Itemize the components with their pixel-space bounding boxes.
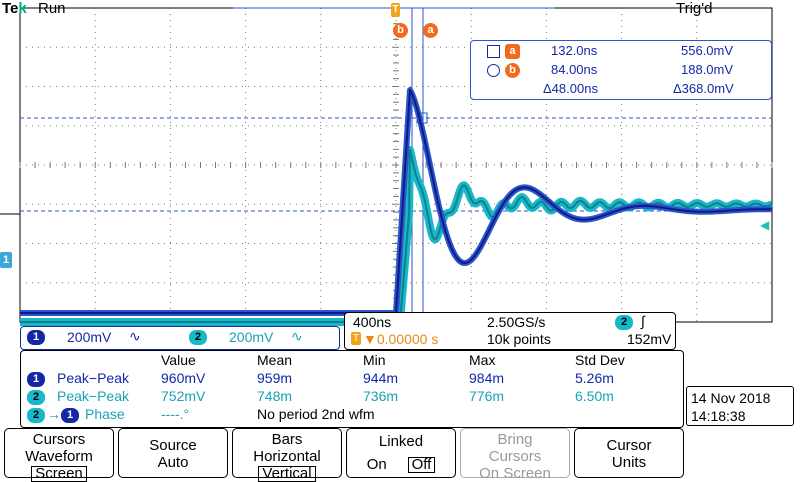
channel-1-coupling-icon: ∿ <box>129 328 141 344</box>
source-auto-button[interactable]: Source Auto <box>118 428 228 478</box>
trigger-position-marker[interactable]: T <box>391 3 400 17</box>
menu-label: Waveform <box>25 448 93 465</box>
channel-1-badge[interactable]: 1 <box>27 330 45 345</box>
menu-label: Units <box>611 454 647 471</box>
menu-label: Linked <box>378 433 424 450</box>
cursor-readout: a 132.0ns 556.0mV b 84.00ns 188.0mV Δ48.… <box>470 40 772 100</box>
linked-off-label: Off <box>407 457 436 473</box>
menu-label: Bars <box>271 431 303 448</box>
linked-toggle-button[interactable]: Linked On Off <box>346 428 456 478</box>
cursor-a-square-icon <box>487 45 500 58</box>
rising-edge-icon: ∫ <box>641 313 645 329</box>
col-header-min: Min <box>363 352 386 368</box>
cursor-b-badge: b <box>505 63 520 78</box>
row-2-std-dev: 6.50m <box>575 388 614 404</box>
channel-2-coupling-icon: ∿ <box>291 328 303 344</box>
cursor-units-button[interactable]: Cursor Units <box>574 428 684 478</box>
cursor-delta-volts: Δ368.0mV <box>673 81 734 96</box>
trigger-level[interactable]: 152mV <box>627 331 672 347</box>
channel-2-scale[interactable]: 200mV <box>229 329 274 345</box>
menu-label: Cursors <box>488 448 542 465</box>
time-text: 14:18:38 <box>691 408 746 424</box>
channel-2-badge[interactable]: 2 <box>189 330 207 345</box>
row-2-max: 776m <box>469 388 505 404</box>
row-1-channel-badge: 1 <box>27 372 45 387</box>
row-2-value: 752mV <box>161 388 206 404</box>
row-2-name: Peak−Peak <box>57 388 129 404</box>
linked-on-label: On <box>366 456 387 473</box>
menu-label: Cursors <box>32 431 86 448</box>
menu-label: Source <box>149 437 197 454</box>
date-time: 14 Nov 2018 14:18:38 <box>686 386 794 426</box>
cursor-a-time: 132.0ns <box>551 43 598 58</box>
phase-arrow-icon: → <box>47 406 61 422</box>
row-2-min: 736m <box>363 388 399 404</box>
sample-rate: 2.50GS/s <box>487 314 546 330</box>
phase-from-badge: 2 <box>27 408 45 423</box>
cursor-b-volts: 188.0mV <box>681 62 734 77</box>
acquisition-state: Run <box>38 0 66 17</box>
phase-value: ----.° <box>161 406 190 422</box>
brand-logo: Tek <box>2 0 27 17</box>
phase-to-badge: 1 <box>61 408 79 423</box>
row-1-name: Peak−Peak <box>57 370 129 386</box>
menu-label: Bring <box>497 431 533 448</box>
bring-cursors-on-screen-button[interactable]: Bring Cursors On Screen <box>460 428 570 482</box>
cursors-waveform-button[interactable]: Cursors Waveform Screen <box>4 428 114 482</box>
col-header-value: Value <box>161 352 196 368</box>
menu-label: Horizontal <box>253 448 321 465</box>
trigger-source-badge: 2 <box>615 315 633 330</box>
row-2-channel-badge: 2 <box>27 390 45 405</box>
horizontal-scale[interactable]: 400ns <box>353 314 392 330</box>
menu-label: On Screen <box>479 465 551 482</box>
channel-1-scale[interactable]: 200mV <box>67 329 112 345</box>
row-1-mean: 959m <box>257 370 293 386</box>
phase-note: No period 2nd wfm <box>257 406 375 422</box>
cursor-a-marker[interactable]: a <box>423 23 438 38</box>
measurement-table: Value Mean Min Max Std Dev 1 Peak−Peak 9… <box>20 350 684 428</box>
col-header-std-dev: Std Dev <box>575 352 625 368</box>
menu-label: Auto <box>157 454 189 471</box>
trigger-delay-icon: T <box>351 332 361 345</box>
cursor-b-circle-icon <box>487 64 500 77</box>
row-1-min: 944m <box>363 370 399 386</box>
row-2-mean: 748m <box>257 388 293 404</box>
trigger-status: Trig'd <box>676 0 713 17</box>
timebase-readout[interactable]: 400ns 2.50GS/s 2 ∫ T ▼0.00000 s 10k poin… <box>344 312 676 350</box>
row-1-max: 984m <box>469 370 505 386</box>
phase-name: Phase <box>85 406 125 422</box>
date-text: 14 Nov 2018 <box>691 390 771 406</box>
record-length: 10k points <box>487 331 551 347</box>
cursor-delta-time: Δ48.00ns <box>543 81 598 96</box>
menu-label: Cursor <box>606 437 652 454</box>
channel-1-ground-marker[interactable]: 1 <box>0 252 12 268</box>
trigger-position[interactable]: ▼0.00000 s <box>363 331 439 347</box>
trigger-level-arrow-icon: ◀ <box>760 218 770 232</box>
cursor-b-marker[interactable]: b <box>393 23 408 38</box>
row-1-value: 960mV <box>161 370 206 386</box>
cursor-a-volts: 556.0mV <box>681 43 734 58</box>
col-header-max: Max <box>469 352 496 368</box>
col-header-mean: Mean <box>257 352 293 368</box>
cursor-a-badge: a <box>505 44 520 59</box>
channel-scale-bar[interactable]: 1 200mV ∿ 2 200mV ∿ <box>20 326 340 350</box>
cursor-b-time: 84.00ns <box>551 62 598 77</box>
bars-orientation-button[interactable]: Bars Horizontal Vertical <box>232 428 342 482</box>
row-1-std-dev: 5.26m <box>575 370 614 386</box>
